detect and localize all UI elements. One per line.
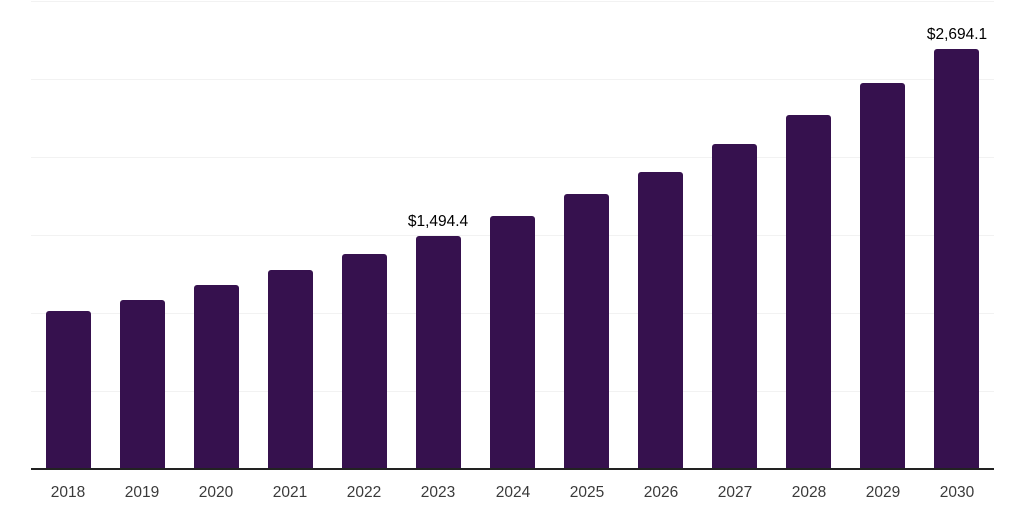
bar-2029[interactable] [860,83,905,469]
bar-2028[interactable] [786,115,831,469]
x-tick-label: 2021 [272,484,308,501]
bar-2020[interactable] [194,285,239,469]
bar-2018[interactable] [46,311,91,469]
data-label-2030: $2,694.1 [926,26,988,43]
bar-2027[interactable] [712,144,757,469]
x-tick-label: 2019 [124,484,160,501]
x-tick-label: 2029 [865,484,901,501]
x-tick-label: 2030 [939,484,975,501]
bar-2024[interactable] [490,216,535,469]
x-tick-label: 2024 [495,484,531,501]
x-axis-line [31,468,994,470]
x-tick-label: 2023 [420,484,456,501]
data-label-2023: $1,494.4 [407,213,469,230]
bar-2021[interactable] [268,270,313,469]
bar-2025[interactable] [564,194,609,469]
gridline [31,157,994,158]
x-tick-label: 2025 [569,484,605,501]
x-tick-label: 2027 [717,484,753,501]
x-tick-label: 2022 [346,484,382,501]
x-tick-label: 2020 [198,484,234,501]
x-tick-label: 2028 [791,484,827,501]
bar-2023[interactable] [416,236,461,469]
gridline [31,79,994,80]
bar-2030[interactable] [934,49,979,469]
x-tick-label: 2018 [50,484,86,501]
gridline [31,1,994,2]
bar-2019[interactable] [120,300,165,469]
bar-2026[interactable] [638,172,683,469]
x-tick-label: 2026 [643,484,679,501]
bar-2022[interactable] [342,254,387,469]
